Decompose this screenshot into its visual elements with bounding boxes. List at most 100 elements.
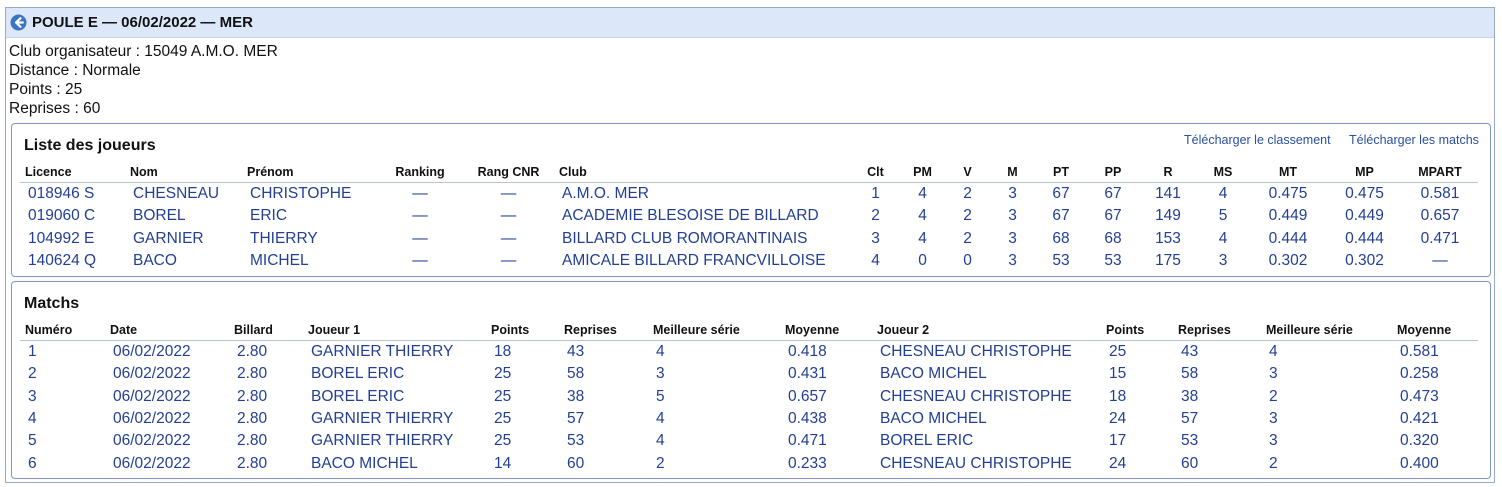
cell-moyenne: 0.581 — [1400, 343, 1439, 361]
matches-header-row: Numéro Date Billard Joueur 1 Points Reprises M… — [20, 320, 1478, 341]
cell-joueur-1: GARNIER THIERRY — [311, 343, 454, 361]
cell-ms: 4 — [1218, 185, 1228, 203]
cell-moyenne: 0.657 — [788, 387, 827, 405]
cell-points: 14 — [494, 454, 512, 472]
page-title: POULE E — 06/02/2022 — MER — [32, 14, 253, 31]
cell-points: 25 — [494, 365, 512, 383]
cell-pm: 0 — [918, 252, 927, 270]
cell-ranking: — — [412, 252, 428, 270]
table-row[interactable]: 018946 S CHESNEAU CHRISTOPHE — — A.M.O. MER 1 4… — [20, 183, 1478, 206]
col-header-numéro: Numéro — [25, 323, 73, 337]
cell-club: ACADEMIE BLESOISE DE BILLARD — [562, 207, 819, 225]
cell-v: 2 — [963, 229, 972, 247]
cell-meilleure-série: 4 — [656, 343, 665, 361]
table-row[interactable]: 6 06/02/2022 2.80 BACO MICHEL 14 60 2 0.233 CHES… — [20, 452, 1478, 474]
cell-billard: 2.80 — [237, 365, 268, 383]
cell-reprises: 57 — [567, 410, 585, 428]
cell-points: 17 — [1109, 432, 1127, 450]
cell-moyenne: 0.233 — [788, 454, 827, 472]
cell-reprises: 57 — [1181, 410, 1199, 428]
cell-meilleure-série: 4 — [1269, 343, 1278, 361]
cell-pm: 4 — [918, 229, 927, 247]
col-header-m: M — [1007, 165, 1018, 179]
cell-joueur-1: BACO MICHEL — [311, 454, 418, 472]
cell-reprises: 60 — [1181, 454, 1199, 472]
col-header-points: Points — [1106, 323, 1145, 337]
cell-meilleure-série: 4 — [656, 432, 665, 450]
table-row[interactable]: 3 06/02/2022 2.80 BOREL ERIC 25 38 5 0.657 CHESN… — [20, 386, 1478, 408]
col-header-moyenne: Moyenne — [785, 323, 840, 337]
col-header-reprises: Reprises — [564, 323, 617, 337]
players-panel: Liste des joueurs Télécharger le classem… — [11, 123, 1491, 277]
cell-joueur-2: BACO MICHEL — [880, 365, 987, 383]
cell-meilleure-série: 5 — [656, 387, 665, 405]
cell-pt: 68 — [1052, 229, 1070, 247]
cell-pm: 4 — [918, 185, 927, 203]
cell-meilleure-série: 2 — [1269, 454, 1278, 472]
table-row[interactable]: 104992 E GARNIER THIERRY — — BILLARD CLUB ROM… — [20, 228, 1478, 250]
cell-mpart: 0.581 — [1420, 185, 1460, 203]
cell-meilleure-série: 3 — [1269, 410, 1278, 428]
cell-points: 25 — [494, 432, 512, 450]
cell-moyenne: 0.400 — [1400, 454, 1439, 472]
cell-meilleure-série: 3 — [1269, 432, 1278, 450]
cell-reprises: 43 — [1181, 343, 1199, 361]
club-organisateur: Club organisateur : 15049 A.M.O. MER — [9, 43, 278, 60]
players-header-row: Licence Nom Prénom Ranking Rang CNR Club Clt PM… — [20, 162, 1478, 183]
cell-numéro: 3 — [28, 387, 37, 405]
cell-mp: 0.475 — [1345, 185, 1384, 203]
cell-m: 3 — [1008, 207, 1017, 225]
table-row[interactable]: 4 06/02/2022 2.80 GARNIER THIERRY 25 57 4 0.438… — [20, 408, 1478, 430]
col-header-v: V — [963, 165, 972, 179]
download-ranking-link[interactable]: Télécharger le classement — [1184, 133, 1331, 147]
col-header-ranking: Ranking — [395, 165, 445, 179]
cell-mp: 0.302 — [1345, 252, 1384, 270]
download-matches-link[interactable]: Télécharger les matchs — [1349, 133, 1479, 147]
cell-ranking: — — [412, 185, 428, 203]
col-header-joueur-1: Joueur 1 — [308, 323, 361, 337]
cell-joueur-1: GARNIER THIERRY — [311, 410, 454, 428]
players-title: Liste des joueurs — [24, 137, 156, 154]
back-arrow-icon[interactable] — [10, 14, 27, 31]
col-header-pm: PM — [913, 165, 932, 179]
cell-joueur-2: BACO MICHEL — [880, 410, 987, 428]
col-header-mt: MT — [1278, 165, 1298, 179]
cell-pt: 67 — [1052, 185, 1070, 203]
col-header-mp: MP — [1355, 165, 1374, 179]
cell-joueur-2: CHESNEAU CHRISTOPHE — [880, 387, 1072, 405]
cell-mt: 0.444 — [1268, 229, 1308, 247]
cell-joueur-1: GARNIER THIERRY — [311, 432, 454, 450]
cell-points: 25 — [494, 387, 512, 405]
cell-billard: 2.80 — [237, 454, 268, 472]
cell-mt: 0.449 — [1268, 207, 1308, 225]
cell-club: BILLARD CLUB ROMORANTINAIS — [562, 229, 808, 247]
cell-v: 2 — [963, 185, 972, 203]
cell-moyenne: 0.431 — [788, 365, 827, 383]
cell-moyenne: 0.418 — [788, 343, 827, 361]
cell-billard: 2.80 — [237, 410, 268, 428]
cell-numéro: 5 — [28, 432, 37, 450]
cell-reprises: 60 — [567, 454, 585, 472]
top-strip — [0, 0, 1502, 6]
col-header-rang-cnr: Rang CNR — [477, 165, 540, 179]
cell-points: 25 — [1109, 343, 1127, 361]
cell-meilleure-série: 3 — [656, 365, 665, 383]
cell-pp: 53 — [1104, 252, 1122, 270]
col-header-prénom: Prénom — [247, 165, 294, 179]
cell-pm: 4 — [918, 207, 927, 225]
col-header-moyenne: Moyenne — [1397, 323, 1452, 337]
cell-mt: 0.475 — [1268, 185, 1308, 203]
cell-points: 25 — [494, 410, 512, 428]
cell-pt: 67 — [1052, 207, 1070, 225]
table-row[interactable]: 2 06/02/2022 2.80 BOREL ERIC 25 58 3 0.431 BACO … — [20, 363, 1478, 385]
table-row[interactable]: 1 06/02/2022 2.80 GARNIER THIERRY 18 43 4 0.418… — [20, 341, 1478, 364]
cell-r: 141 — [1155, 185, 1181, 203]
table-row[interactable]: 019060 C BOREL ERIC — — ACADEMIE BLESOISE DE … — [20, 205, 1478, 227]
cell-licence: 019060 C — [28, 207, 96, 225]
cell-clt: 4 — [871, 252, 880, 270]
matches-panel: Matchs Numéro Date Billard Joueur 1 Points Re… — [11, 281, 1491, 479]
col-header-club: Club — [559, 165, 587, 179]
cell-billard: 2.80 — [237, 343, 268, 361]
table-row[interactable]: 5 06/02/2022 2.80 GARNIER THIERRY 25 53 4 0.471… — [20, 430, 1478, 452]
table-row[interactable]: 140624 Q BACO MICHEL — — AMICALE BILLARD FRAN… — [20, 250, 1478, 272]
